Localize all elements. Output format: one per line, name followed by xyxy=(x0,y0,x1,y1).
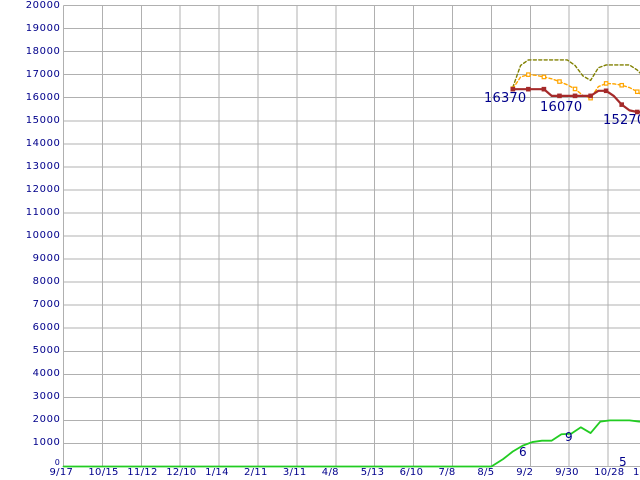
series-line-upper-band xyxy=(512,59,640,89)
x-axis-tick-label: 7/8 xyxy=(438,467,456,478)
series-marker-actual-price xyxy=(634,109,640,115)
y-axis-tick-label: 18000 xyxy=(25,45,61,57)
series-marker-actual-price xyxy=(526,86,531,92)
x-axis-tick-label: 5/13 xyxy=(360,467,385,478)
y-axis-tick-label: 9000 xyxy=(32,253,61,265)
label-volume-5: 5 xyxy=(619,455,627,469)
x-axis-tick-label: 10/15 xyxy=(88,467,119,478)
y-axis-tick-label: 17000 xyxy=(25,68,61,80)
series-marker-mid-band xyxy=(619,82,625,88)
y-axis-tick-label: 8000 xyxy=(32,276,61,288)
y-axis-tick-label: 20000 xyxy=(25,0,61,11)
x-axis-tick-label: 12/10 xyxy=(166,467,197,478)
x-axis-tick-label: 1/14 xyxy=(205,467,229,478)
y-axis-tick-label: 3000 xyxy=(32,391,61,403)
x-axis-tick-label: 4/8 xyxy=(321,467,339,478)
series-marker-mid-band xyxy=(557,79,562,84)
series-marker-mid-band xyxy=(541,74,547,80)
y-axis-tick-label: 2000 xyxy=(32,414,61,426)
label-15270: 15270 xyxy=(603,113,640,128)
grid-lines xyxy=(63,5,640,467)
y-axis-tick-label: 14000 xyxy=(25,137,61,149)
y-axis-tick-label: 0 xyxy=(54,457,61,467)
y-axis-tick-label: 1000 xyxy=(32,437,61,449)
label-16070: 16070 xyxy=(540,100,583,115)
x-axis-tick-label: 9/17 xyxy=(49,467,74,478)
series-marker-actual-price xyxy=(510,86,516,92)
x-axis-tick-label: 9/2 xyxy=(516,467,534,478)
y-axis-tick-label: 4000 xyxy=(32,368,61,380)
series-marker-actual-price xyxy=(588,93,593,99)
series-line-mid-band xyxy=(512,73,640,99)
series-marker-actual-price xyxy=(603,88,609,94)
x-axis-tick-label: 9/30 xyxy=(555,467,579,478)
series-marker-actual-price xyxy=(572,93,578,99)
y-axis-tick-label: 13000 xyxy=(25,160,61,172)
series-marker-mid-band xyxy=(572,86,578,92)
x-axis-tick-label: 6/10 xyxy=(399,467,424,478)
series-lines xyxy=(62,59,640,468)
x-axis-tick-label: 8/5 xyxy=(477,467,495,478)
series-marker-mid-band xyxy=(603,81,609,86)
series-marker-mid-band xyxy=(634,89,640,95)
y-axis-tick-label: 5000 xyxy=(32,345,61,357)
x-axis-tick-label: 11/25 xyxy=(633,467,640,478)
y-axis-tick-label: 15000 xyxy=(25,114,61,126)
x-axis-tick-label: 11/12 xyxy=(127,467,158,478)
series-marker-mid-band xyxy=(526,72,531,77)
y-axis-tick-label: 12000 xyxy=(25,183,61,195)
label-volume-9: 9 xyxy=(565,430,573,444)
y-axis-tick-label: 7000 xyxy=(32,299,61,311)
y-axis-tick-label: 16000 xyxy=(25,91,61,103)
y-axis-tick-label: 11000 xyxy=(25,206,61,218)
series-marker-actual-price xyxy=(619,102,625,107)
label-volume-6: 6 xyxy=(519,445,527,459)
y-axis-tick-label: 6000 xyxy=(32,322,61,334)
x-axis-tick-label: 3/11 xyxy=(282,467,307,478)
x-axis-tick-label: 2/11 xyxy=(244,467,268,478)
series-marker-actual-price xyxy=(541,86,547,92)
label-16370: 16370 xyxy=(484,91,527,106)
x-axis-tick-label: 10/28 xyxy=(594,467,625,478)
y-axis-tick-label: 19000 xyxy=(25,22,61,34)
series-line-volume xyxy=(62,419,640,468)
series-marker-actual-price xyxy=(557,93,562,99)
y-axis-tick-label: 10000 xyxy=(25,230,61,241)
